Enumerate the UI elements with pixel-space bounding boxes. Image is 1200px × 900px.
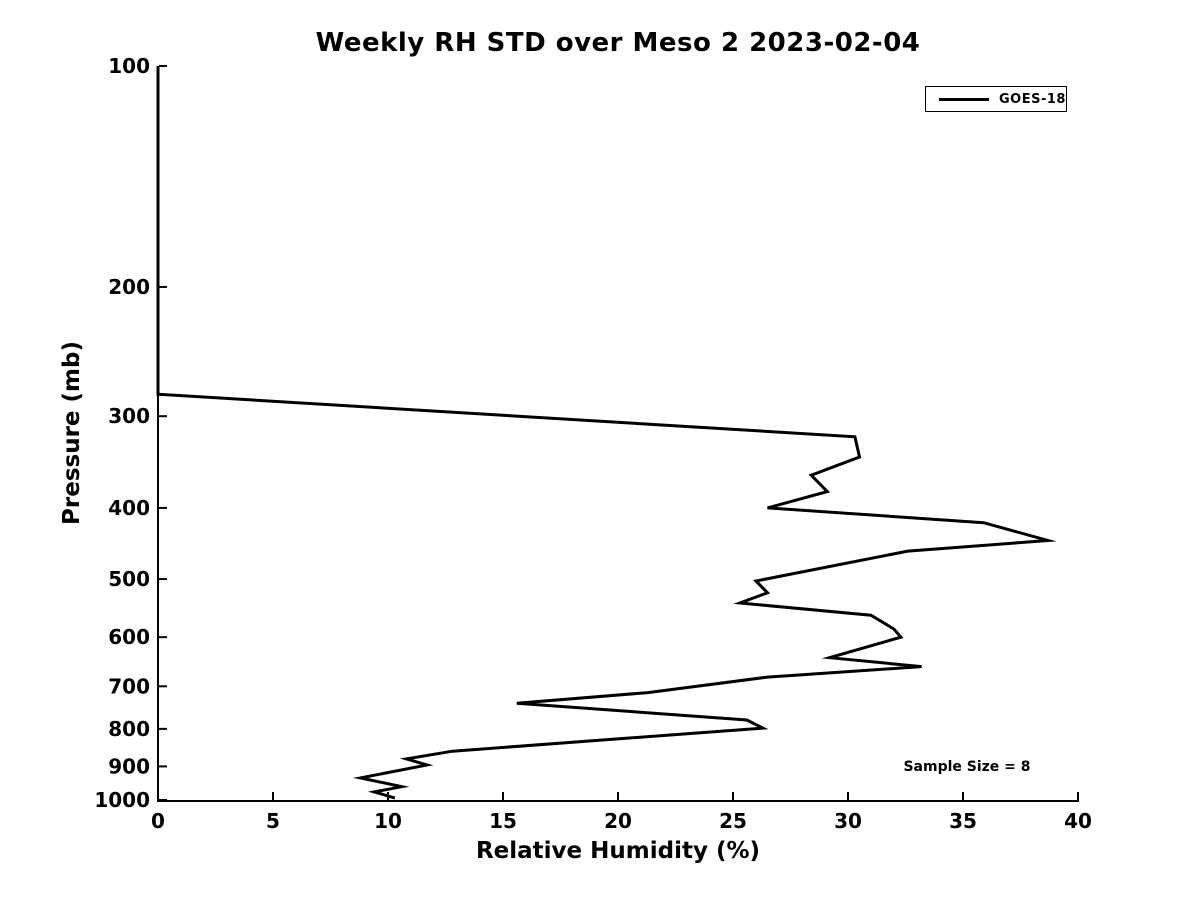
y-tick-label: 300 xyxy=(108,404,150,428)
x-tick-label: 10 xyxy=(374,809,402,833)
y-tick-label: 600 xyxy=(108,625,150,649)
legend-line-sample-icon xyxy=(939,97,989,101)
y-tick-label: 100 xyxy=(108,54,150,78)
y-tick-label: 900 xyxy=(108,754,150,778)
y-tick-label: 700 xyxy=(108,674,150,698)
x-tick-label: 30 xyxy=(834,809,862,833)
y-tick-label: 500 xyxy=(108,567,150,591)
legend: GOES-18 xyxy=(925,86,1067,112)
chart-title: Weekly RH STD over Meso 2 2023-02-04 xyxy=(315,28,921,58)
x-tick-label: 15 xyxy=(489,809,517,833)
y-tick-label: 1000 xyxy=(94,788,150,812)
y-axis-label: Pressure (mb) xyxy=(59,341,85,525)
x-tick-label: 25 xyxy=(719,809,747,833)
y-tick-label: 200 xyxy=(108,275,150,299)
sample-size-annotation: Sample Size = 8 xyxy=(903,759,1031,775)
y-tick-label: 800 xyxy=(108,717,150,741)
x-tick-label: 40 xyxy=(1064,809,1092,833)
x-tick-label: 35 xyxy=(949,809,977,833)
x-tick-label: 5 xyxy=(266,809,280,833)
x-tick-label: 0 xyxy=(151,809,165,833)
legend-label: GOES-18 xyxy=(999,91,1066,107)
x-axis-label: Relative Humidity (%) xyxy=(475,838,761,864)
series-line-goes-18 xyxy=(156,66,1057,800)
y-tick-label: 400 xyxy=(108,496,150,520)
x-tick-label: 20 xyxy=(604,809,632,833)
